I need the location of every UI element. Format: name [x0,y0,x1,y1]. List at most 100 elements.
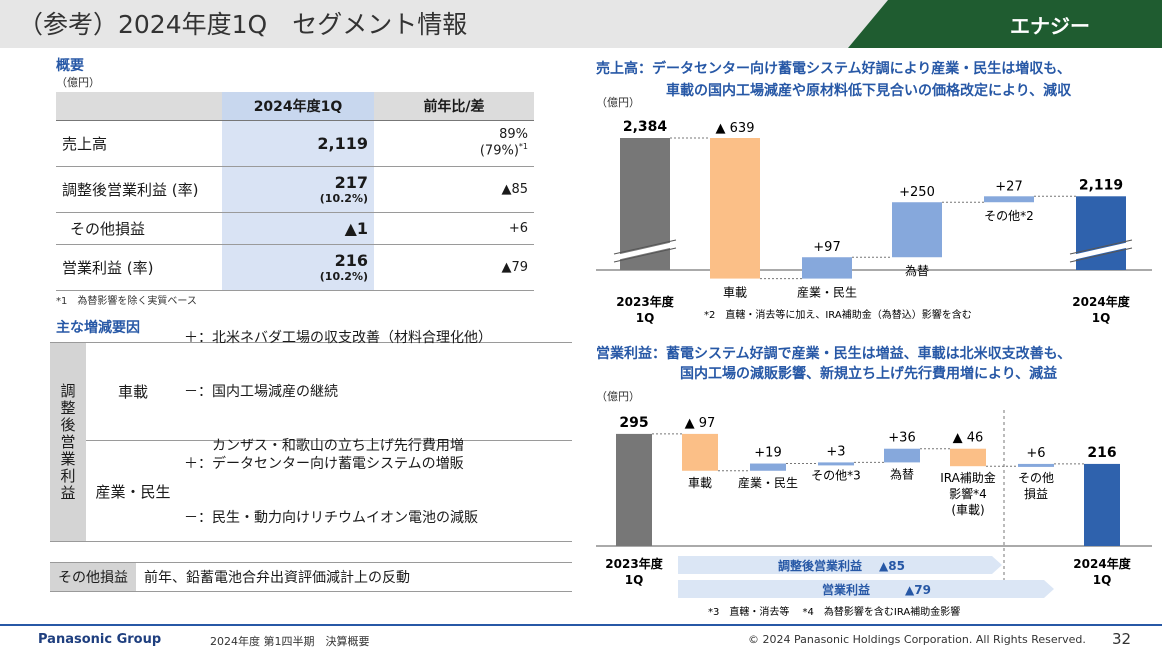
overview-title: 概要 [56,58,84,74]
bar-step [892,202,942,258]
category-label: 為替 [905,264,929,278]
factors-table: 調整後営業利益 車載 ＋：北米ネバダ工場の収支改善（材料合理化他） －：国内工場… [50,330,572,542]
axis-break-line [613,239,677,255]
tick-label-start-2: 1Q [625,573,644,587]
sales-waterfall-chart: 2,384 2,119 ▲ 639 車載 +97 産業・民生 +250 為替 +27 その他*2 2… [596,119,1152,325]
category-label-2: 損益 [1024,486,1048,501]
bar-step [710,138,760,279]
axis-break-mark [1069,241,1133,261]
profit-waterfall-chart: 295 216 ▲ 97 車載 +19 産業・民生 +3 その他*3 +36 為替 ▲ 46 IRA補… [596,410,1152,618]
arrow-value: ▲79 [905,583,931,597]
data-label-end: 2,119 [1079,177,1123,193]
bar-end [1076,196,1126,270]
data-label-start: 295 [619,415,648,431]
axis-break-line [1069,239,1133,255]
row-label: 調整後営業利益 (率) [56,166,222,213]
axis-break-mark [613,241,677,261]
chart-footnote: *3 直轄・消去等 *4 為替影響を含むIRA補助金影響 [708,605,960,618]
axis-break-line [613,247,677,263]
category-label: 産業・民生 [797,285,857,300]
profit-chart-title: 営業利益：蓄電システム好調で産業・民生は増益、車載は北米収支改善も、 [596,346,1072,362]
factor-line: ＋：北米ネバダ工場の収支改善（材料合理化他） [184,329,492,346]
table-row: 営業利益 (率) 216 (10.2%) ▲79 [56,244,534,291]
arrow-shape [678,580,1054,598]
table-row: 売上高 2,119 89% (79%)*1 [56,120,534,167]
footer-line [0,624,1162,626]
row-current-sub: (10.2%) [319,192,368,205]
other-desc: 前年、鉛蓄電池合弁出資評価減計上の反動 [144,570,410,586]
row-label: 営業利益 (率) [56,244,222,291]
factor-line: カンザス・和歌山の立ち上げ先行費用増 [184,437,464,454]
factor-line: －：民生・動力向けリチウムイオン電池の減販 [184,510,478,526]
overview-unit: （億円） [56,76,100,89]
axis-break-line [1069,247,1133,263]
arrow-shape [678,556,1002,574]
overview-footnote: *1 為替影響を除く実質ベース [56,296,197,307]
category-label: IRA補助金 [940,470,996,485]
data-label-step: +97 [813,240,840,255]
category-label: その他*3 [811,469,861,483]
page-number: 32 [1112,630,1132,648]
category-label-2: 影響*4 [949,486,987,501]
tick-label-end: 2024年度 [1072,294,1130,309]
factors-title: 主な増減要因 [56,320,140,336]
footer-logo: Panasonic Group [38,632,162,647]
bar-step [984,196,1034,203]
bar-step [884,448,920,463]
category-label: その他*2 [984,209,1034,223]
page-title: （参考）2024年度1Q セグメント情報 [18,10,468,39]
category-label: 産業・民生 [738,475,798,490]
factor-line: ＋：データセンター向け蓄電システムの増販 [184,456,464,472]
factor-row: 車載 ＋：北米ネバダ工場の収支改善（材料合理化他） －：国内工場減産の継続 カン… [86,330,572,454]
bar-start [616,433,652,546]
arrow-label: 調整後営業利益 [778,558,862,573]
row-label: その他損益 [56,212,222,245]
data-label-step: ▲ 639 [716,121,755,136]
row-prev: ▲85 [501,181,528,197]
profit-chart-unit: （億円） [596,390,640,403]
tick-label-start: 2023年度 [616,294,674,309]
row-prev: ▲79 [501,259,528,275]
overview-table: 2024年度1Q 前年比/差 売上高 2,119 89% (79%)*1 調整後営… [56,92,534,291]
arrow-value: ▲85 [879,559,905,573]
table-row: 調整後営業利益 (率) 217 (10.2%) ▲85 [56,166,534,213]
data-label-start: 2,384 [623,119,668,135]
sales-chart-title-line2: 車載の国内工場減産や原材料低下見合いの価格改定により、減収 [666,83,1072,99]
tick-label-end-2: 1Q [1093,573,1112,587]
sales-chart-unit: （億円） [596,96,640,109]
factors-group-label: 調整後営業利益 [50,343,86,541]
bar-step [950,448,986,467]
data-label-step: +27 [995,179,1022,194]
row-label: 売上高 [56,120,222,167]
data-label-step: +19 [754,446,781,461]
data-label-step: ▲ 46 [953,431,984,446]
col-prev: 前年比/差 [374,92,534,121]
chart-footnote: *2 直轄・消去等に加え、IRA補助金（為替込）影響を含む [704,308,972,321]
data-label-step: +6 [1026,446,1045,461]
factor-category: 産業・民生 [95,482,171,501]
bar-step [818,462,854,466]
segment-tab [848,0,1162,48]
factor-category: 車載 [117,383,148,401]
tick-label-start: 2023年度 [605,556,663,571]
category-label: その他 [1018,471,1054,485]
category-label: 車載 [688,476,712,490]
row-current: 217 [334,173,368,192]
data-label-step: ▲ 97 [685,416,716,431]
data-label-step: +250 [899,185,935,200]
arrow-label: 営業利益 [822,582,870,597]
profit-chart-title-line2: 国内工場の減販影響、新規立ち上げ先行費用増により、減益 [680,366,1058,382]
row-prev-note: *1 [518,142,528,152]
row-current: ▲1 [344,218,368,238]
footer-period: 2024年度 第1四半期 決算概要 [210,635,370,648]
bar-step [750,463,786,471]
row-current: 2,119 [317,133,368,153]
bar-step [1018,463,1054,467]
category-label: 車載 [723,286,747,300]
segment-label: エナジー [1010,14,1090,38]
table-row: その他損益 ▲1 +6 [56,212,534,245]
category-label: 為替 [890,467,914,481]
factor-row: 産業・民生 ＋：データセンター向け蓄電システムの増販 －：民生・動力向けリチウム… [86,441,572,541]
sales-chart-title: 売上高：データセンター向け蓄電システム好調により産業・民生は増収も、 [596,61,1071,77]
col-current: 2024年度1Q [222,92,374,121]
